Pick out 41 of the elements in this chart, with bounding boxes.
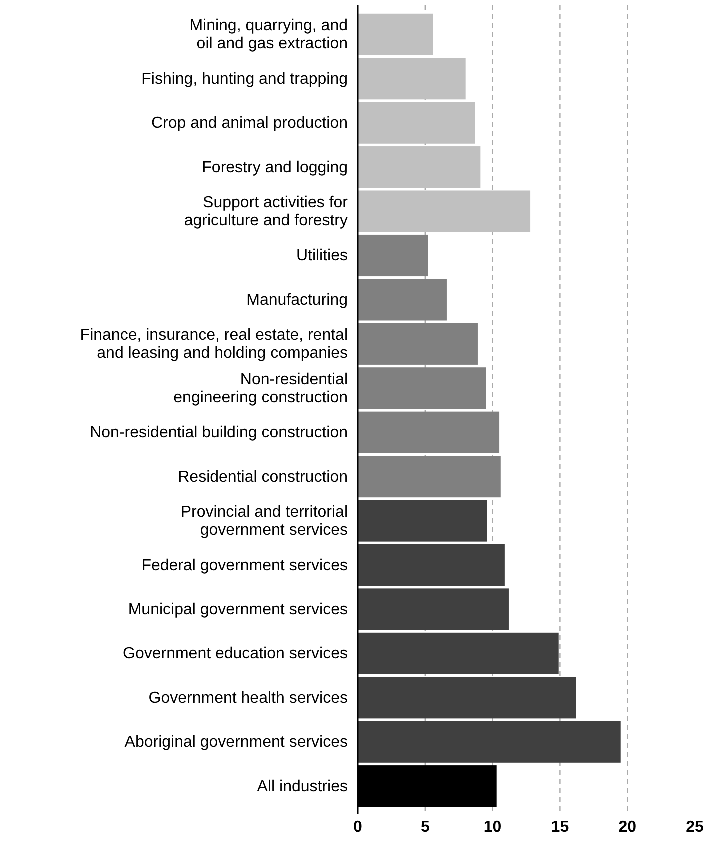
- bar: [358, 632, 559, 674]
- y-tick-label: Forestry and logging: [202, 158, 348, 176]
- y-tick-label: All industries: [257, 778, 348, 795]
- bar: [358, 456, 501, 498]
- y-tick-label: Municipal government services: [128, 600, 348, 618]
- bar: [358, 544, 505, 586]
- y-tick-label: Fishing, hunting and trapping: [142, 70, 348, 88]
- bar: [358, 102, 476, 144]
- bar: [358, 146, 481, 188]
- y-tick-label: Support activities for agriculture and forestry: [184, 194, 349, 230]
- bar: [358, 323, 478, 365]
- x-tick-label: 0: [354, 819, 363, 836]
- y-tick-label: Non-residential building construction: [90, 424, 348, 442]
- bar: [358, 677, 576, 719]
- x-tick-label: 5: [420, 819, 430, 836]
- bar: [358, 412, 500, 454]
- x-tick-label: 15: [551, 819, 570, 836]
- bar: [358, 721, 621, 763]
- y-tick-label: Manufacturing: [246, 291, 348, 308]
- bar: [358, 14, 434, 56]
- y-tick-label: Federal government services: [142, 556, 348, 574]
- y-tick-label: Government health services: [148, 689, 348, 706]
- bar: [358, 500, 488, 542]
- y-tick-label: Aboriginal government services: [124, 734, 348, 751]
- y-tick-label: Crop and animal production: [151, 114, 348, 132]
- y-tick-label: Finance, insurance, real estate, rental and leasing and holding companies: [80, 326, 348, 362]
- bar: [358, 234, 428, 277]
- y-tick-label: Non-residential engineering construction: [174, 370, 348, 406]
- y-tick-label: Mining, quarrying, and oil and gas extraction: [190, 17, 348, 52]
- bar: [358, 279, 447, 321]
- y-tick-label: Utilities: [296, 247, 348, 264]
- bar: [358, 588, 509, 630]
- bar: [358, 368, 486, 410]
- y-tick-label: Provincial and territorial government services: [180, 504, 348, 539]
- y-tick-label: Residential construction: [178, 468, 348, 486]
- bar: [358, 58, 466, 100]
- x-tick-label: 25: [686, 819, 704, 836]
- y-tick-label: Government education services: [123, 645, 348, 662]
- x-tick-label: 20: [618, 819, 637, 836]
- bar: [358, 190, 531, 232]
- x-tick-label: 10: [484, 819, 502, 836]
